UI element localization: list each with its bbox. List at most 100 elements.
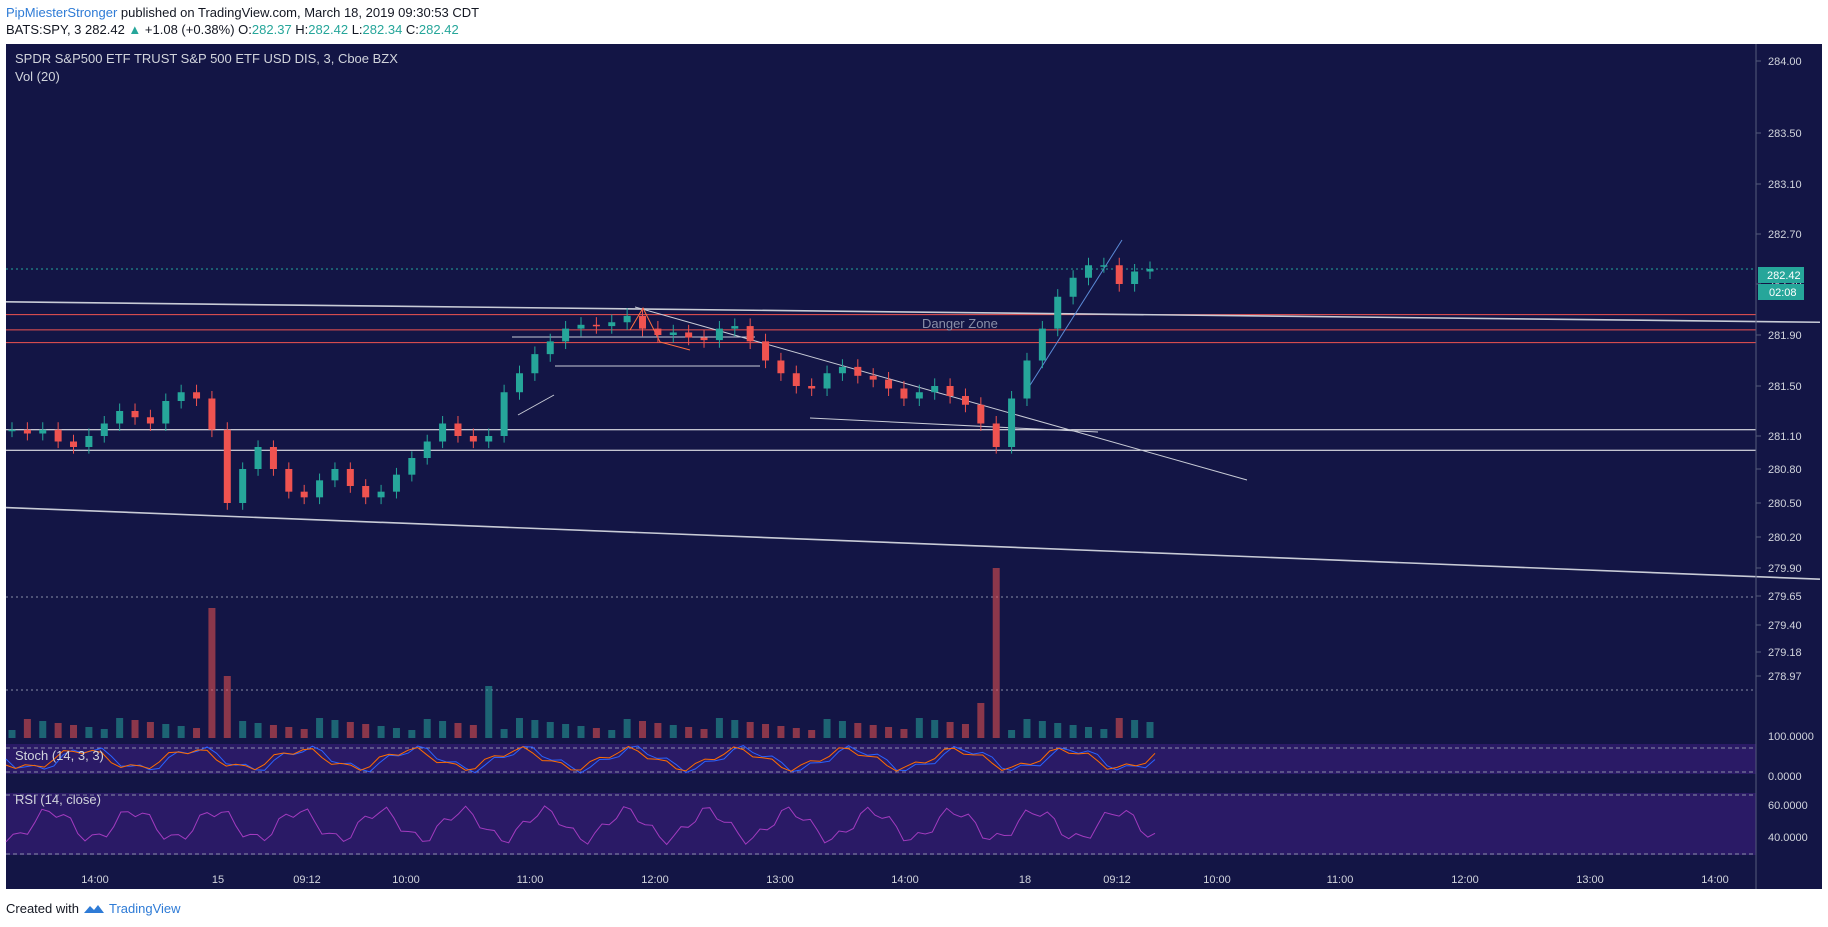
- candle-body: [193, 392, 201, 399]
- volume-bar: [961, 724, 969, 738]
- volume-bar: [1069, 725, 1077, 738]
- volume-bar: [808, 730, 816, 738]
- stoch-d-line: [5, 745, 1156, 772]
- open-label: O:: [238, 22, 252, 37]
- volume-bar: [562, 724, 570, 738]
- volume-bar: [485, 686, 493, 738]
- volume-bar: [177, 726, 185, 738]
- volume-bar: [223, 676, 231, 738]
- flag-line: [517, 394, 555, 416]
- high-value: 282.42: [308, 22, 349, 37]
- volume-bar: [838, 721, 846, 738]
- volume-bar: [193, 728, 201, 738]
- price-tick-label: 283.50: [1768, 128, 1802, 140]
- candle-body: [777, 360, 785, 374]
- candle-body: [639, 315, 647, 329]
- price-axis[interactable]: [1756, 44, 1822, 889]
- volume-bar: [500, 729, 508, 738]
- candle-body: [8, 429, 16, 432]
- volume-bar: [869, 725, 877, 738]
- candle-body: [285, 469, 293, 492]
- price-tick-label: 284.00: [1768, 56, 1802, 68]
- candle-body: [1038, 328, 1046, 361]
- volume-bar: [131, 720, 139, 738]
- change-value: +1.08 (+0.38%): [144, 22, 235, 37]
- time-tick-label: 12:00: [1451, 874, 1479, 886]
- candle-body: [562, 328, 570, 342]
- volume-bar: [39, 721, 47, 738]
- volume-bar: [1038, 721, 1046, 738]
- candle-body: [792, 373, 800, 386]
- candle-body: [592, 324, 600, 327]
- volume-legend: Vol (20): [15, 69, 60, 84]
- price-tick-label: 281.90: [1768, 330, 1802, 342]
- candle-body: [946, 386, 954, 396]
- candle-body: [1069, 277, 1077, 297]
- volume-bar: [700, 729, 708, 738]
- price-tick-label: 281.10: [1768, 431, 1802, 443]
- volume-bar: [715, 718, 723, 738]
- candle-body: [623, 315, 631, 323]
- candle-body: [669, 332, 677, 335]
- indicator-tick-label: 100.0000: [1768, 731, 1814, 743]
- indicator-tick-label: 40.0000: [1768, 832, 1808, 844]
- candle-body: [654, 328, 662, 335]
- time-tick-label: 11:00: [517, 874, 544, 886]
- volume-bar: [623, 719, 631, 738]
- time-tick-label: 13:00: [766, 874, 794, 886]
- volume-bar: [946, 722, 954, 738]
- candle-body: [746, 326, 754, 342]
- volume-bar: [362, 724, 370, 738]
- publish-info: published on TradingView.com, March 18, …: [120, 5, 480, 20]
- candle-body: [239, 469, 247, 503]
- volume-bar: [731, 720, 739, 738]
- time-tick-label: 14:00: [891, 874, 919, 886]
- volume-bar: [8, 730, 16, 738]
- candle-body: [915, 392, 923, 399]
- candle-body: [515, 373, 523, 393]
- price-tick-label: 283.10: [1768, 179, 1802, 191]
- candle-body: [1054, 296, 1062, 329]
- candle-body: [762, 341, 770, 361]
- candle-body: [331, 469, 339, 481]
- time-tick-label: 13:00: [1576, 874, 1604, 886]
- volume-bar: [392, 728, 400, 738]
- rsi-line: [5, 805, 1156, 846]
- high-label: H:: [295, 22, 309, 37]
- price-tick-label: 280.20: [1768, 532, 1802, 544]
- author-link[interactable]: PipMiesterStronger: [6, 5, 118, 20]
- candle-body: [854, 366, 862, 376]
- volume-bar: [100, 729, 108, 738]
- price-tick-label: 282.70: [1768, 229, 1802, 241]
- candle-body: [362, 486, 370, 498]
- volume-bar: [762, 724, 770, 738]
- time-tick-label: 09:12: [293, 874, 321, 886]
- candle-body: [885, 379, 893, 389]
- candle-body: [23, 429, 31, 434]
- time-tick-label: 09:12: [1103, 874, 1131, 886]
- volume-bar: [316, 718, 324, 738]
- candle-body: [531, 354, 539, 374]
- volume-bar: [577, 726, 585, 738]
- tradingview-link[interactable]: TradingView: [108, 901, 181, 916]
- support-trendline: [809, 417, 1099, 433]
- volume-bar: [746, 722, 754, 738]
- candle-body: [85, 436, 93, 447]
- candle-body: [900, 388, 908, 399]
- candle-body: [485, 436, 493, 442]
- candle-body: [685, 332, 693, 338]
- volume-bar: [885, 727, 893, 738]
- trendline: [5, 506, 1821, 580]
- volume-bar: [531, 720, 539, 738]
- volume-bar: [162, 724, 170, 738]
- volume-bar: [1146, 722, 1154, 738]
- volume-bar: [669, 725, 677, 738]
- volume-bar: [546, 722, 554, 738]
- time-tick-label: 14:00: [81, 874, 109, 886]
- candle-body: [1023, 360, 1031, 399]
- volume-bar: [208, 608, 216, 738]
- close-value: 282.42: [418, 22, 459, 37]
- candle-body: [316, 480, 324, 498]
- volume-bar: [70, 725, 78, 738]
